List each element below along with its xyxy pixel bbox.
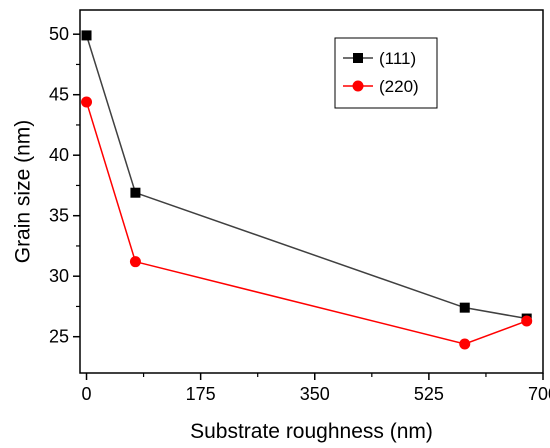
x-tick-label: 175 — [186, 384, 216, 404]
y-tick-label: 45 — [49, 85, 69, 105]
x-tick-label: 0 — [82, 384, 92, 404]
legend-box — [334, 37, 438, 109]
series-2 — [81, 96, 533, 350]
data-point — [521, 315, 533, 327]
series-layer — [81, 30, 533, 350]
y-tick-label: 30 — [49, 266, 69, 286]
y-tick-label: 50 — [49, 24, 69, 44]
plot-frame — [79, 9, 544, 374]
y-tick-label: 35 — [49, 206, 69, 226]
legend-label: (111) — [379, 49, 416, 68]
y-axis-title: Grain size (nm) — [11, 120, 34, 264]
x-tick-label: 350 — [300, 384, 330, 404]
tick-labels: 0 175 350 525 700 25 30 35 40 45 50 — [49, 24, 550, 404]
y-tick-label: 40 — [49, 145, 69, 165]
legend: (111) (220) — [334, 37, 438, 109]
legend-label: (220) — [379, 77, 419, 96]
data-point — [459, 338, 471, 350]
x-tick-label: 525 — [414, 384, 444, 404]
series-1 — [81, 30, 532, 324]
x-axis-title: Substrate roughness (nm) — [190, 420, 433, 443]
data-point — [81, 96, 93, 108]
series-line — [85, 35, 527, 320]
y-tick-label: 25 — [49, 327, 69, 347]
data-point — [81, 30, 92, 41]
axis-ticks — [73, 33, 544, 380]
x-tick-label: 700 — [528, 384, 550, 404]
series-line — [85, 101, 527, 345]
data-point — [459, 302, 470, 313]
data-point — [129, 256, 141, 268]
legend-marker — [352, 80, 364, 92]
legend-marker — [353, 53, 363, 63]
data-point — [130, 187, 141, 198]
